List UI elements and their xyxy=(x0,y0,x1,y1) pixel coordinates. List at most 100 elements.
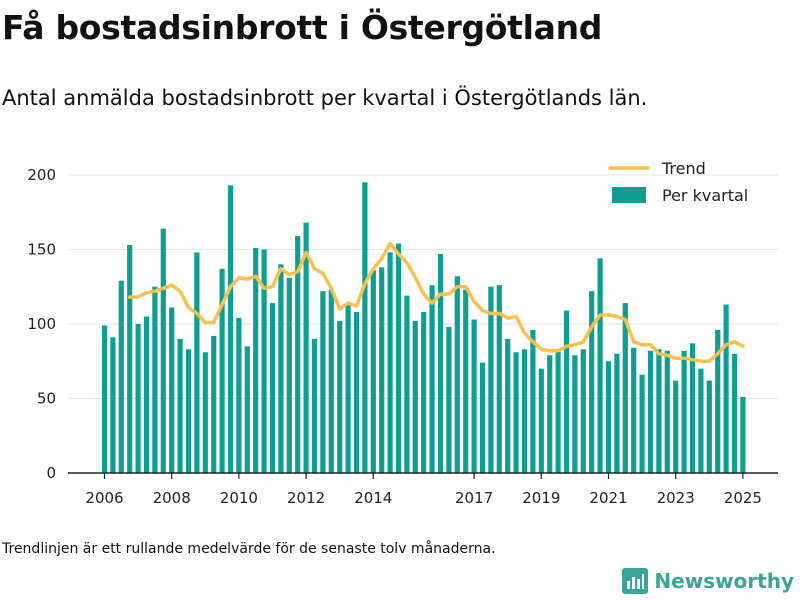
bar xyxy=(673,380,679,473)
bar xyxy=(429,285,435,473)
bar xyxy=(185,349,192,473)
x-tick-label: 2025 xyxy=(724,489,762,507)
bar xyxy=(740,396,746,473)
bar xyxy=(580,349,586,473)
bar xyxy=(706,380,712,473)
bar xyxy=(278,264,284,473)
bar xyxy=(379,267,385,473)
trend-line xyxy=(127,241,745,363)
bar xyxy=(236,317,242,473)
bar xyxy=(547,355,553,473)
bar xyxy=(605,361,612,473)
bar xyxy=(295,236,301,473)
bar xyxy=(521,349,528,473)
bar xyxy=(353,312,360,473)
bar xyxy=(538,368,544,473)
bar xyxy=(253,247,259,473)
bar xyxy=(639,374,645,473)
bar xyxy=(496,285,502,473)
bar xyxy=(143,316,150,473)
bar xyxy=(328,289,334,473)
bar xyxy=(471,319,477,473)
bar xyxy=(345,304,351,473)
x-tick-label: 2008 xyxy=(153,489,191,507)
page-title: Få bostadsinbrott i Östergötland xyxy=(2,8,603,47)
bar xyxy=(647,350,654,473)
bar xyxy=(689,343,696,473)
bar xyxy=(614,353,620,473)
bar xyxy=(152,286,158,473)
bar xyxy=(202,352,208,473)
bar xyxy=(513,352,519,473)
bar xyxy=(194,252,200,473)
bar xyxy=(169,307,175,473)
bar xyxy=(563,310,570,473)
bar xyxy=(269,303,276,473)
legend-bar-swatch xyxy=(612,187,646,203)
x-tick-label: 2023 xyxy=(657,489,695,507)
y-tick-label: 50 xyxy=(37,389,56,407)
bar xyxy=(631,347,637,473)
bar xyxy=(127,244,133,473)
bar xyxy=(177,338,183,473)
bar xyxy=(110,337,116,473)
x-tick-label: 2012 xyxy=(287,489,325,507)
brand-name: Newsworthy xyxy=(654,569,794,593)
y-tick-label: 200 xyxy=(27,166,56,184)
legend-bar-label: Per kvartal xyxy=(662,186,748,205)
bar xyxy=(421,312,427,473)
y-tick-label: 0 xyxy=(46,464,56,482)
bar xyxy=(370,270,376,473)
bar xyxy=(286,277,292,473)
y-axis-ticks: 0 50 100 150 200 xyxy=(27,166,56,482)
bar xyxy=(698,368,704,473)
x-tick-label: 2014 xyxy=(354,489,392,507)
chart-subtitle: Antal anmälda bostadsinbrott per kvartal… xyxy=(2,86,648,110)
legend: Trend Per kvartal xyxy=(608,159,748,205)
bar xyxy=(555,350,561,473)
bar xyxy=(589,291,595,473)
bar xyxy=(337,320,343,473)
bar xyxy=(454,276,460,473)
bar xyxy=(622,303,628,473)
bar xyxy=(160,228,166,473)
bar xyxy=(656,349,662,473)
x-tick-label: 2017 xyxy=(455,489,493,507)
bar xyxy=(572,355,578,473)
x-tick-label: 2021 xyxy=(589,489,627,507)
bar xyxy=(387,252,393,473)
bar xyxy=(118,280,124,473)
bar xyxy=(320,291,326,473)
bar xyxy=(412,320,418,473)
y-tick-label: 150 xyxy=(27,240,56,258)
y-tick-label: 100 xyxy=(27,315,56,333)
bar xyxy=(479,362,486,473)
bar xyxy=(681,350,687,473)
legend-trend-label: Trend xyxy=(661,159,706,178)
x-tick-label: 2010 xyxy=(220,489,258,507)
bar xyxy=(723,304,729,473)
bar xyxy=(303,222,309,473)
bar xyxy=(505,338,511,473)
newsworthy-logo-icon xyxy=(622,568,649,594)
bar xyxy=(261,249,267,473)
bar xyxy=(597,258,603,473)
bar xyxy=(311,338,318,473)
bar xyxy=(404,295,410,473)
brand: Newsworthy xyxy=(622,568,794,594)
bar xyxy=(488,286,494,473)
bars-per-kvartal xyxy=(101,182,746,474)
bar xyxy=(211,335,217,473)
x-tick-label: 2019 xyxy=(522,489,560,507)
bar xyxy=(463,289,469,473)
bar xyxy=(715,329,721,473)
bar xyxy=(731,353,738,473)
bar xyxy=(135,323,141,473)
x-tick-label: 2006 xyxy=(85,489,123,507)
bar xyxy=(101,325,108,473)
bar xyxy=(244,346,250,473)
x-axis-ticks: 2006 2008 2010 2012 2014 2017 2019 2021 2023 2025 xyxy=(85,473,762,507)
footnote: Trendlinjen är ett rullande medelvärde f… xyxy=(2,541,496,557)
bar xyxy=(362,182,368,473)
